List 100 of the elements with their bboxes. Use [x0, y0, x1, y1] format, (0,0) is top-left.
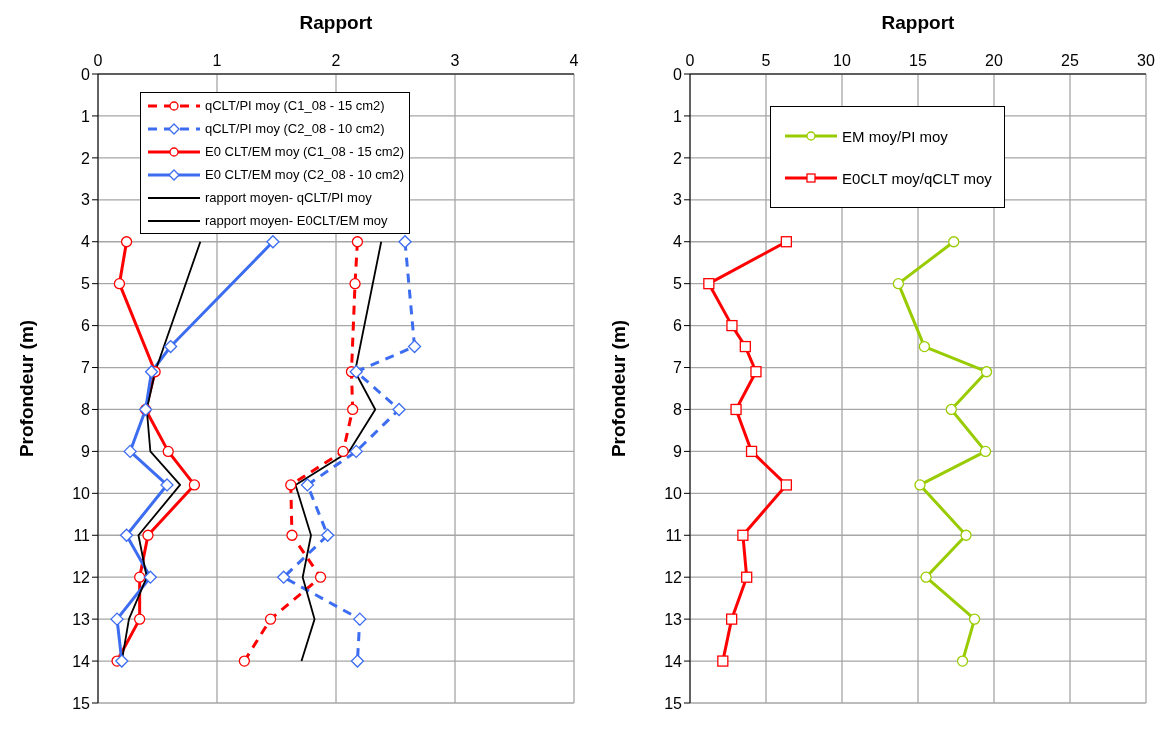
point — [726, 613, 738, 625]
x-axis-title: Rapport — [299, 12, 374, 34]
point — [980, 366, 993, 378]
y-tick-label: 5 — [81, 275, 91, 293]
y-tick-label: 12 — [664, 568, 683, 586]
point — [314, 571, 327, 583]
point — [286, 529, 298, 541]
x-tick-label: 30 — [1137, 52, 1155, 69]
y-tick-label: 4 — [81, 233, 91, 251]
x-tick-label: 4 — [569, 52, 579, 69]
y-tick-label: 8 — [673, 401, 683, 419]
y-tick-label: 10 — [72, 485, 91, 503]
point — [163, 339, 178, 354]
point — [956, 655, 969, 667]
legend-label: E0 CLT/EM moy (C1_08 - 15 cm2) — [205, 144, 405, 159]
x-tick-label: 5 — [761, 52, 771, 69]
point — [717, 655, 729, 667]
y-tick-label: 14 — [72, 652, 91, 670]
x-tick-label: 10 — [833, 52, 851, 69]
point — [238, 655, 251, 667]
point — [144, 365, 159, 379]
point — [134, 613, 146, 625]
point — [703, 278, 715, 290]
y-tick-label: 6 — [81, 317, 91, 335]
y-tick-label: 14 — [664, 652, 683, 670]
legend-label: E0 CLT/EM moy (C2_08 - 10 cm2) — [205, 167, 405, 182]
point — [398, 235, 412, 249]
point — [110, 612, 124, 626]
x-tick-label: 20 — [985, 52, 1003, 69]
x-tick-label: 25 — [1061, 52, 1079, 69]
y-axis-title: Profondeur (m) — [607, 319, 629, 458]
y-tick-label: 5 — [673, 275, 683, 293]
point — [351, 236, 364, 248]
point — [162, 445, 174, 458]
y-tick-label: 9 — [81, 443, 91, 461]
y-tick-label: 12 — [72, 568, 91, 586]
y-tick-label: 7 — [81, 359, 91, 377]
y-tick-label: 13 — [72, 610, 91, 628]
y-tick-label: 1 — [673, 107, 683, 125]
point — [321, 528, 335, 542]
y-tick-label: 13 — [664, 610, 683, 628]
point — [730, 403, 742, 416]
y-tick-label: 3 — [81, 191, 91, 209]
x-tick-label: 15 — [909, 52, 927, 69]
point — [349, 365, 363, 379]
point — [266, 235, 280, 249]
point — [979, 445, 992, 458]
point — [188, 479, 201, 491]
x-tick-label: 1 — [212, 52, 222, 69]
point — [120, 236, 133, 248]
legend-label: EM moy/PI moy — [842, 127, 948, 145]
y-tick-label: 0 — [673, 65, 683, 83]
y-tick-label: 4 — [673, 233, 683, 251]
point — [123, 444, 137, 459]
point — [350, 654, 365, 668]
point — [739, 340, 751, 353]
y-tick-label: 6 — [673, 317, 683, 335]
y-tick-label: 9 — [673, 443, 683, 461]
point — [745, 445, 758, 458]
y-tick-label: 2 — [673, 149, 683, 167]
point — [300, 478, 315, 492]
point — [737, 529, 749, 541]
point — [337, 445, 349, 458]
y-tick-label: 2 — [81, 149, 91, 167]
point — [948, 236, 960, 248]
legend-label: rapport moyen- E0CLT/EM moy — [205, 213, 388, 228]
y-tick-label: 8 — [81, 401, 91, 419]
point — [780, 479, 793, 491]
point — [143, 570, 158, 584]
point — [968, 613, 981, 625]
point — [349, 444, 363, 459]
point — [726, 319, 738, 332]
point — [407, 339, 422, 354]
point — [914, 479, 926, 491]
y-tick-label: 3 — [673, 191, 683, 209]
y-tick-label: 15 — [72, 694, 91, 712]
point — [960, 529, 972, 541]
point — [780, 236, 793, 248]
y-axis-title: Profondeur (m) — [15, 319, 37, 458]
point — [347, 403, 359, 416]
y-tick-label: 10 — [664, 485, 683, 503]
point — [276, 570, 291, 584]
point — [945, 403, 957, 416]
x-tick-label: 0 — [93, 52, 103, 69]
y-tick-label: 11 — [665, 526, 683, 544]
point — [264, 613, 277, 625]
legend-label: qCLT/PI moy (C1_08 - 15 cm2) — [205, 98, 385, 113]
point — [920, 571, 932, 583]
y-tick-label: 15 — [664, 694, 683, 712]
point — [750, 366, 762, 378]
point — [119, 528, 134, 542]
y-tick-label: 1 — [81, 107, 91, 125]
point — [741, 571, 753, 583]
point — [349, 278, 361, 290]
x-tick-label: 0 — [685, 52, 695, 69]
y-tick-label: 7 — [673, 359, 683, 377]
x-tick-label: 3 — [450, 52, 460, 69]
point — [392, 402, 406, 417]
point — [115, 654, 129, 668]
y-tick-label: 11 — [73, 526, 91, 544]
